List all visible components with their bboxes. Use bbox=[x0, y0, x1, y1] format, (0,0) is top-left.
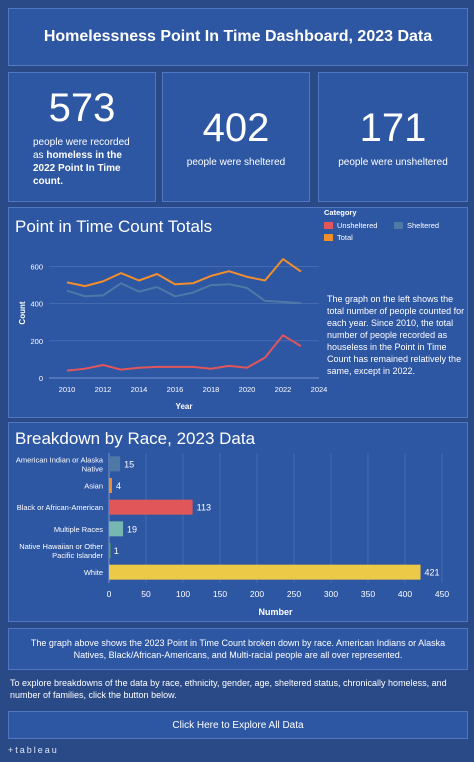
kpi-unsheltered-caption: people were unsheltered bbox=[338, 156, 448, 168]
legend-label: Total bbox=[337, 233, 353, 242]
category-label: White bbox=[84, 568, 103, 577]
bar bbox=[109, 521, 124, 537]
bar-value-label: 1 bbox=[114, 546, 119, 556]
kpi-sheltered-caption: people were sheltered bbox=[186, 156, 286, 168]
y-tick-label: 400 bbox=[30, 300, 43, 309]
explore-all-data-button[interactable]: Click Here to Explore All Data bbox=[8, 711, 468, 739]
tableau-logo[interactable]: +tableau bbox=[8, 745, 59, 755]
y-tick-label: 600 bbox=[30, 263, 43, 272]
bar bbox=[109, 564, 421, 580]
bar-chart-title: Breakdown by Race, 2023 Data bbox=[15, 429, 256, 448]
explore-instructions: To explore breakdowns of the data by rac… bbox=[10, 678, 447, 700]
legend-swatch bbox=[394, 222, 403, 229]
x-tick-label: 300 bbox=[324, 589, 338, 599]
legend-swatch bbox=[324, 234, 333, 241]
x-tick-label: 2020 bbox=[239, 385, 256, 394]
bar-chart-panel: Breakdown by Race, 2023 Data 0 50 100 150 20… bbox=[8, 422, 468, 622]
bar bbox=[109, 499, 193, 515]
x-tick-label: 400 bbox=[398, 589, 412, 599]
legend-swatch bbox=[324, 222, 333, 229]
bar-chart-description: The graph above shows the 2023 Point in … bbox=[30, 638, 446, 660]
x-tick-label: 2024 bbox=[311, 385, 328, 394]
y-axis-title: Count bbox=[18, 301, 27, 324]
legend-item-sheltered[interactable]: Sheltered bbox=[394, 221, 464, 230]
bar bbox=[109, 478, 112, 493]
kpi-total-value: 573 bbox=[48, 86, 116, 130]
explore-button-label: Click Here to Explore All Data bbox=[172, 719, 304, 731]
line-chart-description: The graph on the left shows the total nu… bbox=[327, 294, 465, 376]
line-chart-legend[interactable]: Category Unsheltered Sheltered Total bbox=[324, 208, 464, 242]
category-label: American Indian or Alaska Native bbox=[16, 455, 104, 473]
x-tick-label: 150 bbox=[213, 589, 227, 599]
dashboard-title: Homelessness Point In Time Dashboard, 20… bbox=[43, 28, 433, 45]
x-tick-label: 250 bbox=[287, 589, 301, 599]
bar-chart-description-panel: The graph above shows the 2023 Point in … bbox=[8, 628, 468, 670]
kpi-total-caption-plain: people were recorded as bbox=[33, 137, 130, 161]
category-label: Native Hawaiian or Other Pacific Islander bbox=[19, 542, 103, 560]
series-line-sheltered bbox=[66, 282, 302, 305]
x-tick-label: 200 bbox=[250, 589, 264, 599]
x-tick-label: 50 bbox=[141, 589, 151, 599]
x-tick-label: 2014 bbox=[131, 385, 148, 394]
title-panel: Homelessness Point In Time Dashboard, 20… bbox=[8, 8, 468, 66]
kpi-sheltered-card: 402 people were sheltered bbox=[162, 72, 310, 202]
x-tick-label: 2016 bbox=[167, 385, 184, 394]
line-chart-title: Point in Time Count Totals bbox=[15, 217, 213, 236]
kpi-total-caption: people were recorded as homeless in the … bbox=[9, 136, 155, 188]
kpi-total-caption-bold: homeless in the 2022 Point In Time count… bbox=[33, 150, 122, 187]
y-tick-label: 0 bbox=[39, 374, 43, 383]
kpi-sheltered-value: 402 bbox=[202, 105, 270, 150]
tableau-logo-text: +tableau bbox=[8, 745, 59, 755]
kpi-unsheltered-value: 171 bbox=[359, 105, 427, 150]
x-axis-title: Year bbox=[176, 402, 193, 411]
x-tick-label: 2012 bbox=[95, 385, 112, 394]
x-tick-label: 0 bbox=[107, 589, 112, 599]
x-axis-title: Number bbox=[258, 607, 293, 617]
bar-value-label: 15 bbox=[124, 459, 134, 469]
legend-items: Unsheltered Sheltered Total bbox=[324, 221, 464, 242]
bar-value-label: 4 bbox=[116, 481, 121, 491]
category-label: Asian bbox=[84, 482, 103, 491]
x-tick-label: 100 bbox=[176, 589, 190, 599]
x-tick-label: 2010 bbox=[59, 385, 76, 394]
bar bbox=[109, 543, 111, 558]
line-chart-panel: Point in Time Count Totals 0 200 400 600 201… bbox=[8, 207, 468, 418]
category-label: Multiple Races bbox=[54, 525, 103, 534]
legend-label: Unsheltered bbox=[337, 221, 378, 230]
legend-item-total[interactable]: Total bbox=[324, 233, 394, 242]
x-tick-label: 450 bbox=[435, 589, 449, 599]
bar bbox=[109, 456, 121, 472]
legend-label: Sheltered bbox=[407, 221, 440, 230]
bar-chart[interactable]: 0 50 100 150 200 250 300 350 400 450 Number America… bbox=[9, 423, 469, 623]
x-tick-label: 350 bbox=[361, 589, 375, 599]
series-line-total bbox=[66, 258, 302, 288]
bar-value-label: 113 bbox=[197, 503, 211, 513]
y-tick-label: 200 bbox=[30, 337, 43, 346]
bar-value-label: 421 bbox=[425, 568, 440, 578]
kpi-unsheltered-card: 171 people were unsheltered bbox=[318, 72, 468, 202]
x-tick-label: 2022 bbox=[275, 385, 292, 394]
legend-title: Category bbox=[324, 208, 357, 217]
kpi-total-card: 573 people were recorded as homeless in … bbox=[8, 72, 156, 202]
x-tick-label: 2018 bbox=[203, 385, 220, 394]
bar-value-label: 19 bbox=[127, 524, 137, 534]
line-chart[interactable]: 0 200 400 600 2010 2012 2014 2016 2018 2020 2022 20… bbox=[9, 208, 469, 419]
category-label: Black or African-American bbox=[17, 503, 103, 512]
legend-item-unsheltered[interactable]: Unsheltered bbox=[324, 221, 394, 230]
series-line-unsheltered bbox=[66, 334, 302, 372]
